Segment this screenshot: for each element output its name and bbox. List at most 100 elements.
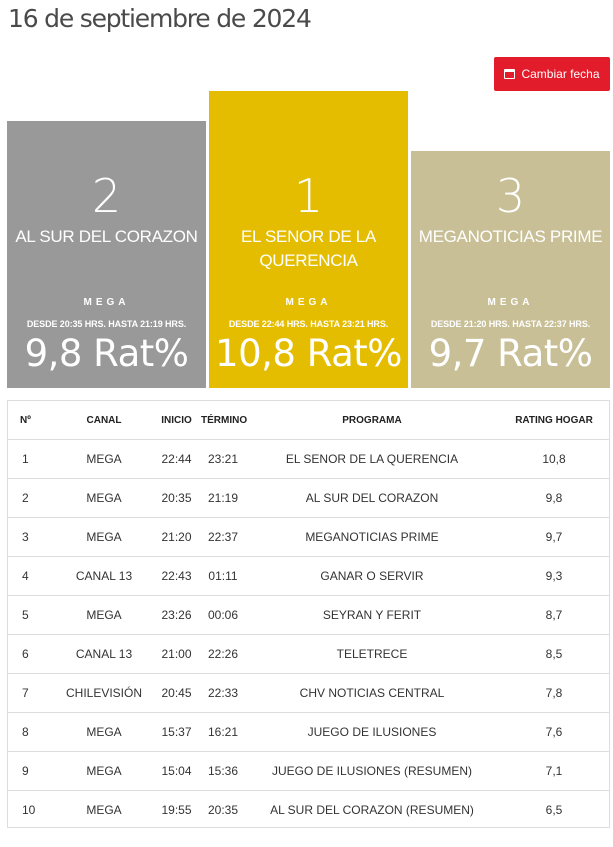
program-name: AL SUR DEL CORAZON: [15, 227, 198, 246]
col-header-program: PROGRAMA: [245, 401, 499, 440]
cell-start: 22:44: [161, 452, 192, 466]
table-row: 1 MEGA 22:44 23:21 EL SENOR DE LA QUEREN…: [8, 440, 609, 479]
cell-number: 10: [8, 790, 56, 829]
col-header-end: TÉRMINO: [201, 401, 247, 440]
cell-end: 22:26: [201, 634, 245, 674]
cell-rating: 8,7: [499, 595, 609, 635]
table-row: 6 CANAL 13 21:00 22:26 TELETRECE 8,5: [8, 634, 609, 674]
cell-rating: 9,8: [499, 478, 609, 518]
channel-name: MEGA: [487, 297, 534, 308]
cell-program: TELETRECE: [245, 634, 499, 674]
cell-end: 15:36: [201, 751, 245, 791]
cell-rating: 6,5: [499, 790, 609, 829]
cell-rating: 7,6: [499, 712, 609, 752]
table-row: 4 CANAL 13 22:43 01:11 GANAR O SERVIR 9,…: [8, 556, 609, 596]
cell-program: JUEGO DE ILUSIONES: [245, 712, 499, 752]
cell-end: 01:11: [201, 556, 245, 596]
schedule: DESDE 21:20 HRS. HASTA 22:37 HRS.: [430, 319, 591, 329]
cell-program: GANAR O SERVIR: [245, 556, 499, 596]
rating-value: 9,8 Rat%: [24, 332, 189, 375]
rating-value: 10,8 Rat%: [215, 332, 402, 375]
cell-start: 20:45: [152, 673, 201, 713]
cell-number: 7: [8, 673, 56, 713]
page-title: 16 de septiembre de 2024: [8, 4, 312, 33]
cell-number: 3: [8, 517, 56, 557]
cell-end: 16:21: [201, 712, 245, 752]
cell-channel: MEGA: [56, 478, 152, 518]
cell-start: 15:04: [152, 751, 201, 791]
cell-number: 4: [8, 556, 56, 596]
channel-name: MEGA: [83, 297, 130, 308]
cell-program: EL SENOR DE LA QUERENCIA: [285, 452, 459, 466]
cell-channel: MEGA: [86, 452, 122, 466]
table-row: 3 MEGA 21:20 22:37 MEGANOTICIAS PRIME 9,…: [8, 517, 609, 557]
col-header-rating: RATING HOGAR: [499, 401, 609, 440]
col-header-start: INICIO: [152, 401, 201, 440]
podium-rank-1: 1 EL SENOR DE LA QUERENCIA MEGA DESDE 22…: [209, 91, 408, 388]
col-header-channel: CANAL: [56, 401, 152, 440]
cell-program: MEGANOTICIAS PRIME: [245, 517, 499, 557]
schedule: DESDE 20:35 HRS. HASTA 21:19 HRS.: [26, 319, 187, 329]
table-row: 8 MEGA 15:37 16:21 JUEGO DE ILUSIONES 7,…: [8, 712, 609, 752]
cell-program: SEYRAN Y FERIT: [245, 595, 499, 635]
cell-number: 1: [22, 452, 29, 466]
cell-end: 22:37: [201, 517, 245, 557]
cell-channel: CANAL 13: [56, 556, 152, 596]
rating-value: 9,7 Rat%: [428, 332, 593, 375]
cell-start: 20:35: [152, 478, 201, 518]
table-row: 10 MEGA 19:55 20:35 AL SUR DEL CORAZON (…: [8, 790, 609, 829]
cell-start: 22:43: [152, 556, 201, 596]
cell-rating: 9,7: [499, 517, 609, 557]
program-name: EL SENOR DE LA QUERENCIA: [241, 227, 376, 270]
rank-number: 1: [293, 169, 324, 223]
cell-program: JUEGO DE ILUSIONES (RESUMEN): [245, 751, 499, 791]
change-date-button[interactable]: Cambiar fecha: [494, 57, 610, 91]
cell-end: 21:19: [201, 478, 245, 518]
schedule: DESDE 22:44 HRS. HASTA 23:21 HRS.: [228, 319, 389, 329]
cell-start: 23:26: [152, 595, 201, 635]
cell-end: 20:35: [201, 790, 245, 829]
cell-channel: CHILEVISIÓN: [56, 673, 152, 713]
cell-channel: MEGA: [56, 751, 152, 791]
change-date-label: Cambiar fecha: [521, 67, 600, 81]
cell-number: 6: [8, 634, 56, 674]
table-row: 7 CHILEVISIÓN 20:45 22:33 CHV NOTICIAS C…: [8, 673, 609, 713]
cell-start: 21:00: [152, 634, 201, 674]
cell-channel: MEGA: [56, 517, 152, 557]
table-row: 5 MEGA 23:26 00:06 SEYRAN Y FERIT 8,7: [8, 595, 609, 635]
table-header-row: Nº CANAL INICIO TÉRMINO PROGRAMA RATING …: [8, 401, 609, 440]
cell-end: 22:33: [201, 673, 245, 713]
channel-name: MEGA: [285, 297, 332, 308]
rank-number: 3: [495, 169, 526, 223]
cell-program: AL SUR DEL CORAZON: [245, 478, 499, 518]
cell-rating: 7,8: [499, 673, 609, 713]
col-header-number: Nº: [8, 401, 56, 440]
rank-number: 2: [91, 169, 122, 223]
cell-channel: MEGA: [56, 595, 152, 635]
podium-rank-3: 3 MEGANOTICIAS PRIME MEGA DESDE 21:20 HR…: [411, 151, 610, 388]
cell-rating: 9,3: [499, 556, 609, 596]
cell-number: 9: [8, 751, 56, 791]
table-row: 2 MEGA 20:35 21:19 AL SUR DEL CORAZON 9,…: [8, 478, 609, 518]
cell-number: 8: [8, 712, 56, 752]
cell-number: 5: [8, 595, 56, 635]
cell-start: 21:20: [152, 517, 201, 557]
cell-rating: 8,5: [499, 634, 609, 674]
cell-rating: 7,1: [499, 751, 609, 791]
cell-end: 23:21: [207, 452, 239, 466]
cell-start: 19:55: [152, 790, 201, 829]
cell-end: 00:06: [201, 595, 245, 635]
cell-number: 2: [8, 478, 56, 518]
program-name: MEGANOTICIAS PRIME: [418, 227, 603, 246]
cell-program: AL SUR DEL CORAZON (RESUMEN): [245, 790, 499, 829]
cell-start: 15:37: [152, 712, 201, 752]
podium-rank-2: 2 AL SUR DEL CORAZON MEGA DESDE 20:35 HR…: [7, 121, 206, 388]
cell-channel: MEGA: [56, 790, 152, 829]
table-row: 9 MEGA 15:04 15:36 JUEGO DE ILUSIONES (R…: [8, 751, 609, 791]
cell-channel: MEGA: [56, 712, 152, 752]
ratings-table: Nº CANAL INICIO TÉRMINO PROGRAMA RATING …: [7, 400, 610, 829]
cell-rating: 10,8: [542, 452, 566, 466]
cell-program: CHV NOTICIAS CENTRAL: [245, 673, 499, 713]
cell-channel: CANAL 13: [56, 634, 152, 674]
calendar-icon: [504, 69, 516, 79]
